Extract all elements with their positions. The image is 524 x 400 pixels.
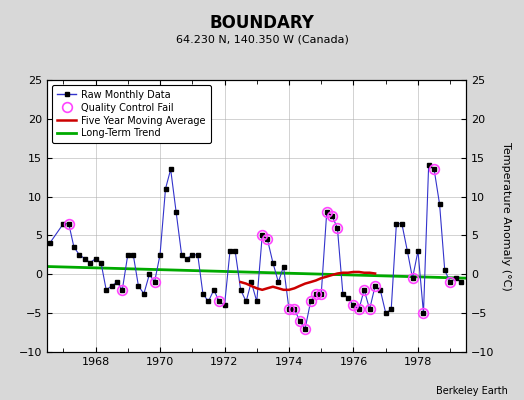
Text: 64.230 N, 140.350 W (Canada): 64.230 N, 140.350 W (Canada) (176, 34, 348, 44)
Y-axis label: Temperature Anomaly (°C): Temperature Anomaly (°C) (501, 142, 511, 290)
Text: BOUNDARY: BOUNDARY (210, 14, 314, 32)
Text: Berkeley Earth: Berkeley Earth (436, 386, 508, 396)
Legend: Raw Monthly Data, Quality Control Fail, Five Year Moving Average, Long-Term Tren: Raw Monthly Data, Quality Control Fail, … (52, 85, 211, 143)
